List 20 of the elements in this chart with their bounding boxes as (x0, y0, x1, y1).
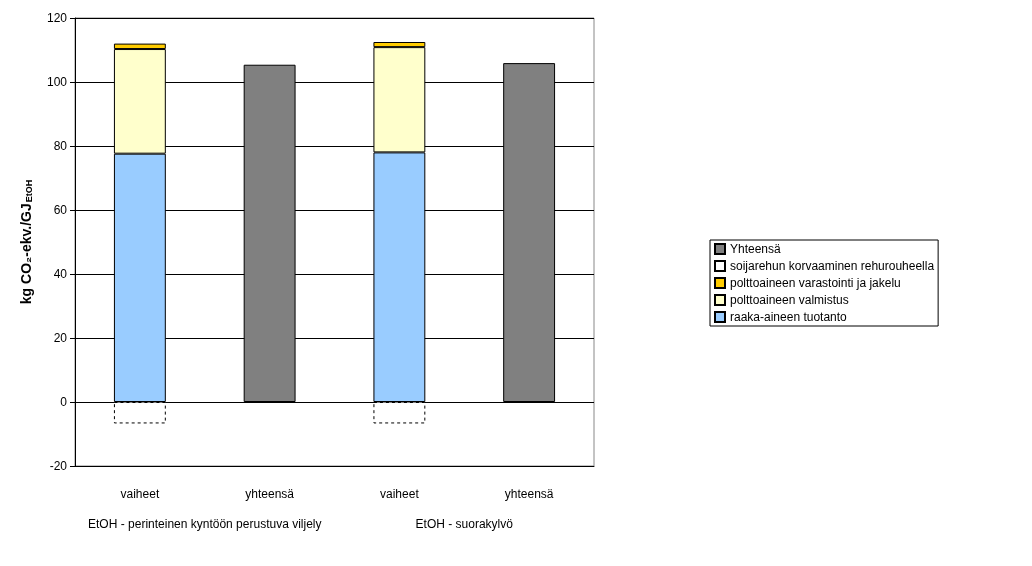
legend-label: soijarehun korvaaminen rehurouheella (730, 259, 935, 273)
y-tick-label: -20 (49, 459, 68, 473)
legend-label: raaka-aineen tuotanto (730, 310, 848, 324)
y-tick-label: 60 (53, 203, 68, 217)
y-axis-title: kg CO₂-ekv./GJEtOH (18, 179, 34, 305)
x-tick-label: yhteensä (245, 487, 295, 501)
legend-label: Yhteensä (730, 242, 782, 256)
legend-label: polttoaineen valmistus (730, 293, 849, 307)
y-tick-label: 120 (46, 11, 68, 25)
y-tick-label: 80 (53, 139, 68, 153)
legend-label: polttoaineen varastointi ja jakelu (730, 276, 901, 290)
x-tick-label: yhteensä (504, 487, 554, 501)
y-tick-label: 0 (60, 395, 68, 409)
text: EtOH - perinteinen kyntöön perustuva viljely (88, 516, 322, 531)
y-tick-label: 40 (53, 267, 68, 281)
y-tick-label: 20 (53, 331, 68, 345)
x-tick-label: vaiheet (380, 487, 420, 501)
x-tick-label: vaiheet (120, 487, 160, 501)
text: EtOH - suorakylvö (415, 516, 514, 531)
y-tick-label: 100 (46, 75, 68, 89)
